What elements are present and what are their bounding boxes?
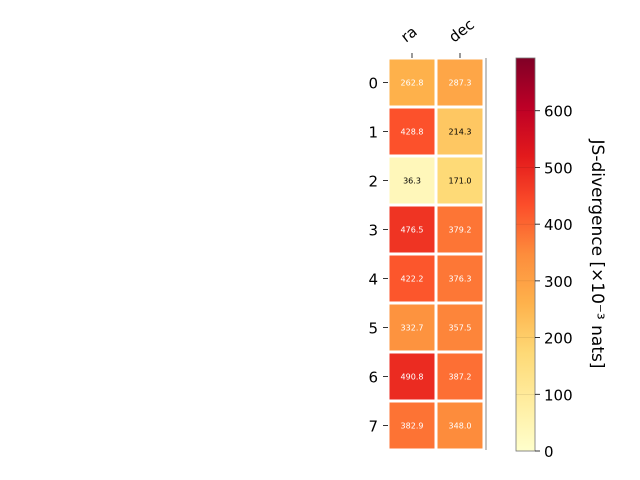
heatmap-cell: [437, 304, 483, 351]
heatmap-cell: [437, 255, 483, 302]
heatmap-cell: [389, 304, 435, 351]
cell-value-label: 387.2: [449, 373, 472, 382]
cell-value-label: 262.8: [401, 79, 424, 88]
cell-value-label: 287.3: [449, 79, 472, 88]
heatmap-cells: 262.8 287.3 428.8 214.3 36.3 171.0 476.5 379.2 4…: [389, 59, 483, 449]
colorbar-tick-label: 200: [544, 330, 573, 348]
cell-value-label: 382.9: [401, 422, 424, 431]
row-label: 4: [368, 271, 378, 289]
heatmap-cell: [437, 353, 483, 400]
colorbar-tick-label: 500: [544, 159, 573, 177]
row-labels: 0 1 2 3 4 5 6 7: [368, 75, 388, 436]
cell-value-label: 36.3: [403, 177, 421, 186]
heatmap-cell: [437, 59, 483, 106]
cell-value-label: 422.2: [401, 275, 424, 284]
heatmap-cell: [389, 353, 435, 400]
cell-value-label: 379.2: [449, 226, 472, 235]
column-label: ra: [397, 23, 420, 47]
heatmap-cell: [437, 108, 483, 155]
heatmap-cell: [389, 255, 435, 302]
row-label: 6: [368, 369, 378, 387]
cell-value-label: 214.3: [449, 128, 472, 137]
colorbar-tick-label: 300: [544, 273, 573, 291]
colorbar-tick-label: 600: [544, 103, 573, 121]
row-label: 1: [368, 124, 378, 142]
cell-value-label: 428.8: [401, 128, 424, 137]
heatmap-cell: [389, 108, 435, 155]
colorbar-ticks: 0 100 200 300 400 500 600: [516, 103, 573, 461]
cell-value-label: 357.5: [449, 324, 472, 333]
cell-value-label: 490.8: [401, 373, 424, 382]
heatmap-cell: [437, 402, 483, 449]
cell-value-label: 171.0: [449, 177, 472, 186]
column-label: dec: [445, 15, 477, 46]
heatmap-cell: [437, 157, 483, 204]
cell-value-label: 376.3: [449, 275, 472, 284]
colorbar-label: JS-divergence [×10⁻³ nats]: [587, 139, 607, 369]
cell-value-label: 348.0: [449, 422, 472, 431]
heatmap-cell: [389, 402, 435, 449]
cell-value-label: 476.5: [401, 226, 424, 235]
column-labels: ra dec: [397, 15, 478, 58]
colorbar-tick-label: 400: [544, 216, 573, 234]
row-label: 2: [368, 173, 378, 191]
row-label: 0: [368, 75, 378, 93]
heatmap-cell: [389, 59, 435, 106]
row-label: 3: [368, 222, 378, 240]
colorbar-tick-label: 0: [544, 443, 554, 461]
cell-value-label: 332.7: [401, 324, 424, 333]
heatmap-cell: [437, 206, 483, 253]
row-label: 5: [368, 320, 378, 338]
heatmap-cell: [389, 157, 435, 204]
colorbar-tick-label: 100: [544, 386, 573, 404]
row-label: 7: [368, 418, 378, 436]
colorbar: [515, 57, 536, 452]
heatmap-cell: [389, 206, 435, 253]
